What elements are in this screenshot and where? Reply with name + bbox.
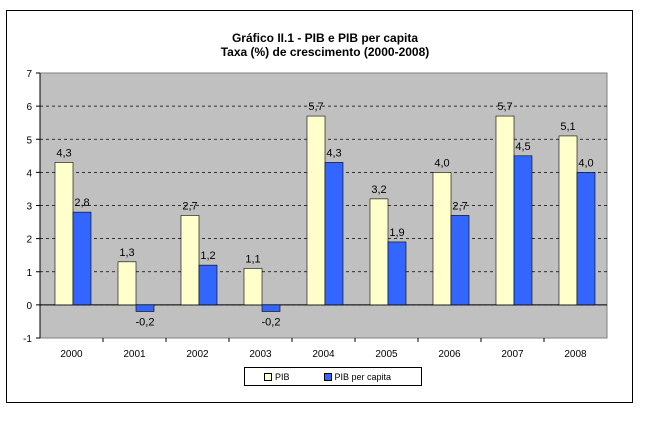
x-tick-label: 2006 [438,349,461,360]
data-label: 4,5 [515,141,530,153]
y-tick-label: 7 [26,69,32,80]
bar-pib-per-capita [72,211,92,306]
data-label: 4,0 [434,157,449,169]
data-label: 5,1 [560,121,575,133]
y-tick-label: 1 [26,268,32,279]
bar-pib-per-capita [513,155,533,306]
bar-pib [117,261,137,306]
bar-pib-per-capita [198,264,218,306]
x-tick-label: 2008 [564,349,587,360]
data-label: 4,0 [578,157,593,169]
bar-pib [495,115,515,306]
bar-pib [306,115,326,306]
y-tick-label: 5 [26,135,32,146]
data-label: 2,7 [452,200,467,212]
y-tick-label: 3 [26,202,32,213]
chart-legend: PIB PIB per capita [244,367,422,386]
legend-swatch-pib [264,372,272,381]
bar-pib-per-capita [450,215,470,306]
data-label: 5,7 [308,101,323,113]
data-label: 3,2 [371,184,386,196]
legend-item-pib-per-capita: PIB per capita [323,371,392,382]
legend-swatch-pib-per-capita [323,372,332,381]
bar-pib-per-capita [387,241,407,306]
x-tick-label: 2000 [60,349,83,360]
data-label: 2,7 [182,200,197,212]
legend-item-pib: PIB [264,372,290,382]
bar-pib [180,215,200,306]
chart-title: Gráfico II.1 - PIB e PIB per capita [231,31,419,45]
y-tick-label: -1 [23,334,32,345]
x-tick-label: 2005 [375,349,398,360]
bar-pib-per-capita [135,304,155,312]
y-tick-label: 6 [26,102,32,113]
chart-subtitle: Taxa (%) de crescimento (2000-2008) [220,45,430,59]
data-label: 4,3 [326,147,341,159]
bar-pib [558,135,578,306]
legend-label-pib-per-capita: PIB per capita [334,371,392,382]
y-tick-label: 4 [26,168,32,179]
x-tick-label: 2001 [123,349,146,360]
bar-pib [369,198,389,306]
bar-pib [54,162,74,306]
y-tick-label: 2 [26,235,32,246]
x-tick-label: 2003 [249,349,272,360]
bar-pib-per-capita [324,162,344,306]
data-label: 2,8 [74,197,89,209]
bar-pib [243,268,263,306]
data-label: 1,2 [200,250,215,262]
data-label: 5,7 [497,101,512,113]
x-tick-label: 2007 [501,349,524,360]
bar-pib-per-capita [576,172,596,306]
data-label: 1,1 [245,253,260,265]
x-tick-label: 2004 [312,349,335,360]
bar-pib [432,172,452,306]
data-label: -0,2 [262,317,281,329]
data-label: 4,3 [56,147,71,159]
legend-label-pib: PIB [275,371,290,382]
bar-pib-per-capita [261,304,281,312]
data-label: -0,2 [136,317,155,329]
y-tick-label: 0 [26,301,32,312]
data-label: 1,3 [119,247,134,259]
x-tick-label: 2002 [186,349,209,360]
data-label: 1,9 [389,227,404,239]
